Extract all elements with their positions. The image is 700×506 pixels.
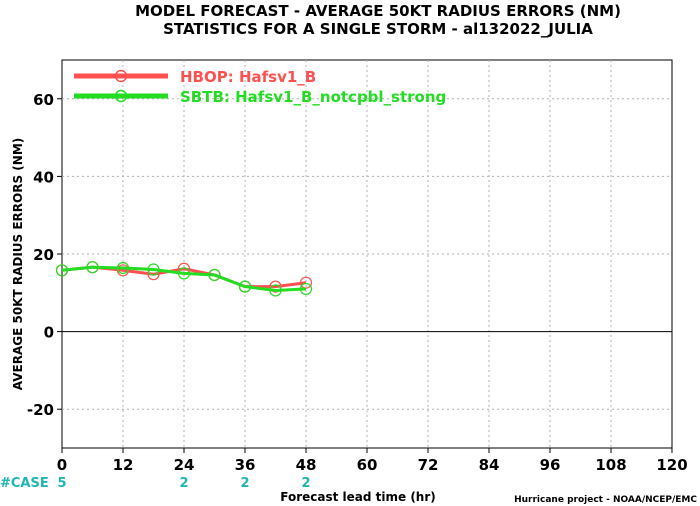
credit-text: Hurricane project - NOAA/NCEP/EMC bbox=[514, 495, 697, 505]
series-1-point-7 bbox=[269, 284, 282, 297]
x-tick-label-9: 108 bbox=[595, 456, 626, 474]
x-tick-label-6: 72 bbox=[418, 456, 439, 474]
case-count-2: 2 bbox=[240, 476, 249, 491]
y-tick-label-0: -20 bbox=[27, 401, 54, 419]
x-tick-label-3: 36 bbox=[235, 456, 256, 474]
series-1-point-8 bbox=[299, 282, 313, 296]
legend-label-0: HBOP: Hafsv1_B bbox=[180, 68, 316, 86]
x-tick-label-4: 48 bbox=[296, 456, 317, 474]
series-0-point-7 bbox=[269, 280, 282, 293]
y-tick-label-4: 60 bbox=[33, 91, 54, 109]
case-counts: #CASE 5 2 2 2 bbox=[0, 476, 311, 491]
series-layer bbox=[55, 261, 313, 297]
case-count-1: 2 bbox=[179, 476, 188, 491]
y-tick-label-3: 40 bbox=[33, 168, 54, 186]
x-tick-label-2: 24 bbox=[174, 456, 195, 474]
chart-title: MODEL FORECAST - AVERAGE 50KT RADIUS ERR… bbox=[135, 2, 621, 20]
axis-ticks: 0 12 24 36 48 60 72 84 96 108 120 -20 0 20 40 60 bbox=[27, 91, 688, 474]
x-axis-label: Forecast lead time (hr) bbox=[280, 490, 436, 504]
x-tick-label-5: 60 bbox=[357, 456, 378, 474]
series-1-point-1 bbox=[86, 261, 99, 274]
series-1-point-3 bbox=[147, 263, 160, 276]
series-1-point-2 bbox=[116, 261, 130, 275]
case-count-0: 5 bbox=[57, 476, 66, 491]
x-tick-label-8: 96 bbox=[540, 456, 561, 474]
legend-marker-1 bbox=[114, 89, 128, 103]
chart-subtitle: STATISTICS FOR A SINGLE STORM - al132022… bbox=[163, 20, 593, 38]
series-1-point-4 bbox=[177, 267, 191, 280]
x-tick-label-0: 0 bbox=[57, 456, 67, 474]
x-tick-label-1: 12 bbox=[113, 456, 134, 474]
series-0-point-8 bbox=[299, 276, 313, 289]
legend-marker-0 bbox=[114, 69, 128, 83]
y-tick-label-2: 20 bbox=[33, 246, 54, 264]
series-1-point-6 bbox=[238, 280, 252, 293]
legend: HBOP: Hafsv1_B SBTB: Hafsv1_B_notcpbl_str… bbox=[74, 68, 446, 106]
case-label: #CASE bbox=[0, 476, 49, 491]
series-1-point-0 bbox=[55, 264, 69, 277]
y-tick-label-1: 0 bbox=[44, 324, 54, 342]
x-tick-label-7: 84 bbox=[479, 456, 500, 474]
case-count-3: 2 bbox=[301, 476, 310, 491]
series-line-1 bbox=[61, 265, 307, 292]
y-axis-label: AVERAGE 50KT RADIUS ERRORS (NM) bbox=[11, 138, 25, 390]
grid bbox=[62, 60, 672, 448]
series-1-point-5 bbox=[208, 268, 221, 282]
x-tick-label-10: 120 bbox=[656, 456, 687, 474]
legend-label-1: SBTB: Hafsv1_B_notcpbl_strong bbox=[180, 88, 446, 106]
